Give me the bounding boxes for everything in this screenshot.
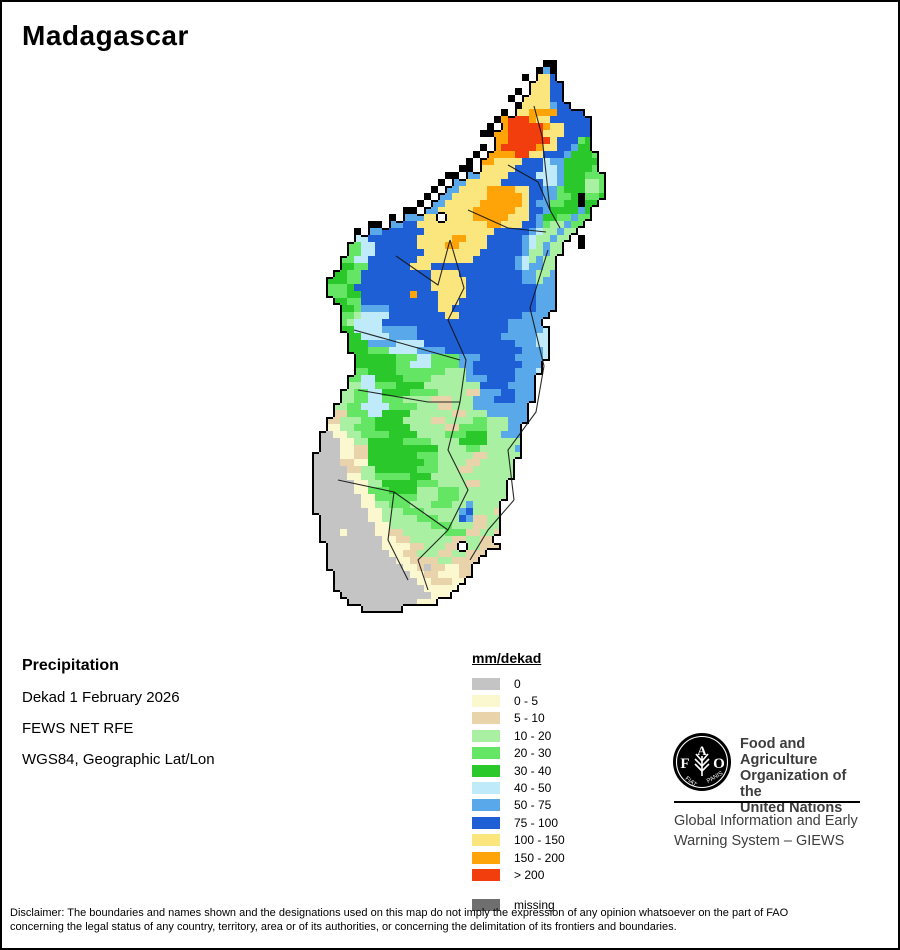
giews-label: Global Information and Early Warning Sys…: [674, 813, 858, 849]
legend-label: 5 - 10: [514, 711, 545, 726]
legend-swatch: [472, 712, 500, 725]
legend-label: 0 - 5: [514, 694, 539, 709]
legend-swatch: [472, 834, 500, 847]
legend-label: 30 - 40: [514, 763, 552, 778]
info-dekad: Dekad 1 February 2026: [22, 689, 180, 706]
legend-item: 5 - 10: [472, 710, 565, 727]
fao-org-name: Food and Agriculture Organization of the…: [740, 736, 847, 816]
legend-swatch: [472, 764, 500, 777]
map-info-block: Precipitation Dekad 1 February 2026 FEWS…: [22, 657, 215, 782]
info-heading: Precipitation: [22, 657, 119, 674]
legend-item: 40 - 50: [472, 779, 565, 796]
legend-swatch: [472, 799, 500, 812]
legend-label: 40 - 50: [514, 781, 552, 796]
fao-logo-icon: F A O FIAT PANIS: [673, 733, 731, 791]
legend-swatch: [472, 747, 500, 760]
legend-label: 0: [514, 676, 521, 691]
legend-item: missing: [472, 897, 565, 914]
legend-label: 10 - 20: [514, 728, 552, 743]
page-title: Madagascar: [22, 20, 189, 51]
legend-label: 50 - 75: [514, 798, 552, 813]
svg-text:A: A: [697, 743, 707, 758]
legend-item: > 200: [472, 866, 565, 883]
legend-item: 150 - 200: [472, 849, 565, 866]
legend-label: 150 - 200: [514, 850, 565, 865]
legend-item: 20 - 30: [472, 745, 565, 762]
legend-label: > 200: [514, 867, 545, 882]
legend-swatch: [472, 816, 500, 829]
legend-label: 20 - 30: [514, 746, 552, 761]
legend-title: mm/dekad: [472, 650, 542, 666]
legend-item: 10 - 20: [472, 727, 565, 744]
legend-swatch: [472, 899, 500, 912]
legend: mm/dekad 0 0 - 5 5 - 10 10 - 20 20 - 30 30 - …: [472, 650, 565, 914]
legend-items: 0 0 - 5 5 - 10 10 - 20 20 - 30 30 - 40 40 - 50…: [472, 675, 565, 914]
legend-swatch: [472, 782, 500, 795]
legend-item: 30 - 40: [472, 762, 565, 779]
legend-swatch: [472, 851, 500, 864]
madagascar-precipitation-map: [298, 60, 627, 613]
legend-item: 75 - 100: [472, 814, 565, 831]
info-source: FEWS NET RFE: [22, 720, 134, 737]
legend-swatch: [472, 695, 500, 708]
legend-label: 100 - 150: [514, 833, 565, 848]
legend-item: 100 - 150: [472, 832, 565, 849]
disclaimer: Disclaimer: The boundaries and names sho…: [10, 907, 789, 933]
legend-swatch: [472, 677, 500, 690]
fao-divider: [674, 801, 860, 803]
legend-item: 0 - 5: [472, 692, 565, 709]
wheat-ear-icon: [694, 753, 710, 776]
info-projection: WGS84, Geographic Lat/Lon: [22, 751, 215, 768]
legend-label: missing: [514, 898, 555, 913]
legend-item: 0: [472, 675, 565, 692]
svg-text:F: F: [680, 756, 689, 772]
legend-label: 75 - 100: [514, 815, 559, 830]
legend-swatch: [472, 868, 500, 881]
svg-text:O: O: [713, 756, 725, 772]
legend-swatch: [472, 729, 500, 742]
legend-item: 50 - 75: [472, 797, 565, 814]
